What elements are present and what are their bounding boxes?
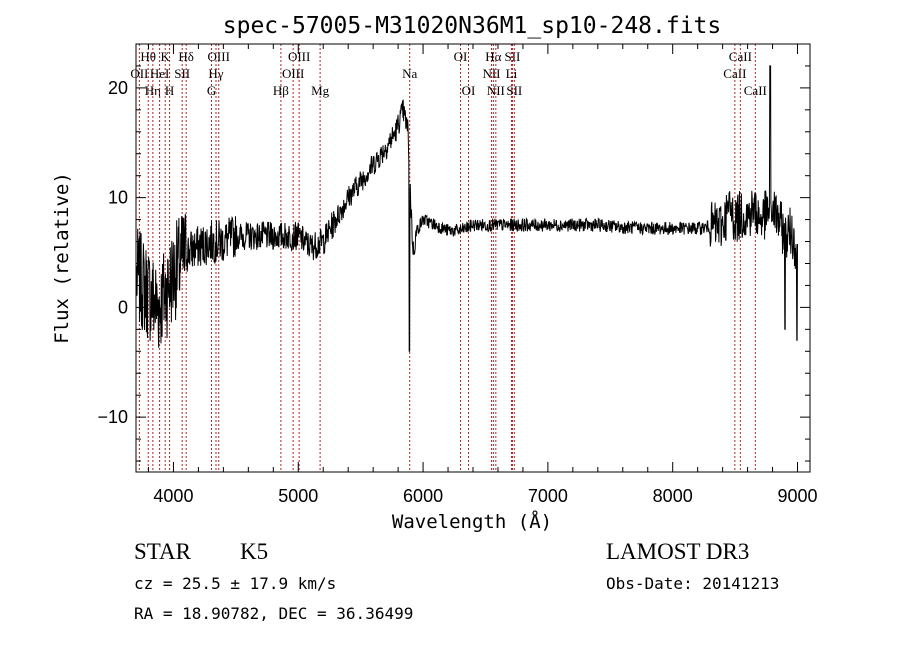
spectral-line-label: Hη xyxy=(145,83,161,98)
axis-ticks-layer: 4000 5000 6000 7000 8000 9000 −10 0 10 20 xyxy=(97,43,818,506)
spectral-line-label: CaII xyxy=(744,83,767,98)
y-tick-label: 10 xyxy=(108,188,128,208)
spectral-line-label: OIII xyxy=(282,66,304,81)
spectrum-series-line xyxy=(136,65,798,352)
spectral-line-label: OIII xyxy=(288,49,310,64)
x-tick-label: 5000 xyxy=(278,486,318,506)
spectral-line-label: CaII xyxy=(729,49,752,64)
y-tick-label: 20 xyxy=(108,78,128,98)
x-tick-label: 7000 xyxy=(528,486,568,506)
spectral-line-label: CaII xyxy=(723,66,746,81)
spectral-line-label: Mg xyxy=(311,83,330,98)
y-tick-label: −10 xyxy=(97,407,128,427)
spectral-line-label: G xyxy=(207,83,216,98)
plot-frame xyxy=(135,43,811,473)
coordinates: RA = 18.90782, DEC = 36.36499 xyxy=(134,604,413,623)
x-tick-label: 9000 xyxy=(777,486,817,506)
spectral-line-label: OI xyxy=(462,83,476,98)
spectral-line-label: NII xyxy=(482,66,500,81)
spectral-line-label: Hβ xyxy=(273,83,289,98)
redshift-cz: cz = 25.5 ± 17.9 km/s xyxy=(134,574,336,593)
spectral-line-label: K xyxy=(161,49,171,64)
spectral-line-label: SII xyxy=(174,66,190,81)
spectral-line-label: Hθ xyxy=(140,49,156,64)
object-subclass: K5 xyxy=(240,539,268,564)
x-tick-label: 4000 xyxy=(153,486,193,506)
spectral-line-label: SII xyxy=(506,83,522,98)
x-tick-label: 6000 xyxy=(403,486,443,506)
object-class: STAR xyxy=(134,539,192,564)
observation-date: Obs-Date: 20141213 xyxy=(606,574,779,593)
chart-title: spec-57005-M31020N36M1_sp10-248.fits xyxy=(223,13,722,39)
spectral-line-label: OIII xyxy=(208,49,230,64)
spectral-lines-layer: HθOIIHηHeIKHSIIHδHγGOIIIHβOIIIOIIIMgNaOI… xyxy=(130,44,767,472)
spectral-line-label: Hγ xyxy=(208,66,223,81)
y-axis-label: Flux (relative) xyxy=(51,172,73,344)
survey-name: LAMOST DR3 xyxy=(606,539,749,564)
spectral-line-label: Hδ xyxy=(178,49,194,64)
spectral-line-label: OI xyxy=(454,49,468,64)
spectral-line-label: NII xyxy=(487,83,505,98)
spectral-line-label: OII xyxy=(130,66,148,81)
spectral-line-label: H xyxy=(165,83,174,98)
spectral-line-label: Hα xyxy=(485,49,501,64)
x-tick-label: 8000 xyxy=(653,486,693,506)
spectral-line-label: SII xyxy=(504,49,520,64)
x-axis-label: Wavelength (Å) xyxy=(392,510,552,533)
spectral-line-label: Na xyxy=(402,66,417,81)
spectral-line-label: Li xyxy=(506,66,518,81)
y-tick-label: 0 xyxy=(118,297,128,317)
spectral-line-label: HeI xyxy=(150,66,170,81)
